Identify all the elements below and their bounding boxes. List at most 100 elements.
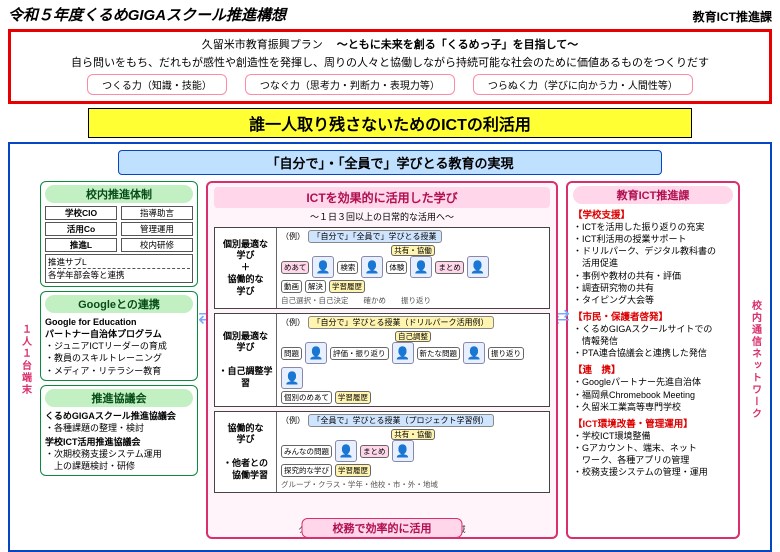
example-badge: （例） (281, 416, 305, 425)
person-icon: 👤 (392, 342, 414, 364)
list-item: 上の課題検討・研修 (45, 460, 193, 472)
list-item: ・メディア・リテラシー教育 (45, 365, 193, 377)
person-icon: 👤 (467, 256, 489, 278)
list-item: ・Gアカウント、端末、ネット (573, 442, 733, 454)
org-title: 校内推進体制 (45, 185, 193, 203)
list-item: ワーク、各種アプリの管理 (573, 454, 733, 466)
org-sub-bold: 推進サブL (48, 256, 190, 269)
org-cell: 学校CIO (45, 206, 117, 220)
activity-tag: 体験 (386, 261, 407, 274)
lesson-type: 個別最適な 学び ・自己調整学習 (215, 314, 277, 406)
activity-tag: 学習履歴 (329, 280, 365, 293)
top-tag: 自己調整 (395, 331, 431, 342)
activity-tag: まとめ (435, 261, 464, 274)
list-item: ・学校ICT環境整備 (573, 430, 733, 442)
list-item: ・久留米工業高等専門学校 (573, 401, 733, 413)
center-title: ICTを効果的に活用した学び (214, 187, 550, 208)
activity-tag: まとめ (360, 445, 389, 458)
activity-tag: 学習履歴 (335, 391, 371, 404)
example-badge: （例） (281, 318, 305, 327)
center-panel: ICTを効果的に活用した学び 〜１日３回以上の日常的な活用へ〜 個別最適な 学び… (206, 181, 558, 539)
google-title: Googleとの連携 (45, 295, 193, 313)
top-tag: 共有・協働 (391, 429, 435, 440)
right-title: 教育ICT推進課 (573, 186, 733, 204)
list-item: ・各種課題の整理・検討 (45, 422, 193, 434)
person-icon: 👤 (392, 440, 414, 462)
person-icon: 👤 (305, 342, 327, 364)
activity-tag: 学習履歴 (335, 464, 371, 477)
lesson-type: 個別最適な 学び ＋ 協働的な 学び (215, 228, 277, 308)
section-label: 【学校支援】 (573, 207, 733, 221)
dept-label: 教育ICT推進課 (693, 8, 772, 25)
activity-tag: めあて (281, 261, 309, 274)
lesson-foot: 自己選択・自己決定 確かめ 振り返り (281, 295, 545, 306)
council-b: 学校ICT活用推進協議会 (45, 436, 193, 448)
activity-tag: 問題 (281, 347, 302, 360)
list-item: ・タイピング大会等 (573, 294, 733, 306)
center-sub: 〜１日３回以上の日常的な活用へ〜 (214, 210, 550, 223)
list-item: ・PTA連合協議会と連携した発信 (573, 347, 733, 359)
council-a: くるめGIGAスクール推進協議会 (45, 410, 193, 422)
plan-headline: ～ともに未来を創る「くるめっ子」を目指して～ (337, 39, 578, 51)
lesson-body: （例） 「全員で」学びとる授業（プロジェクト学習例）共有・協働みんなの問題👤まと… (277, 412, 549, 492)
activity-tag: 動画 (281, 280, 302, 293)
list-item: ・ICTを活用した振り返りの充実 (573, 221, 733, 233)
person-icon: 👤 (335, 440, 357, 462)
section-label: 【連 携】 (573, 362, 733, 376)
footer-band: 校務で効率的に活用 (302, 518, 463, 538)
right-panel: 教育ICT推進課 【学校支援】・ICTを活用した振り返りの充実・ICT利活用の授… (566, 181, 740, 539)
lesson-body: （例） 「自分で」学びとる授業（ドリルパーク活用例）自己調整問題👤評価・振り返り… (277, 314, 549, 406)
left-vert-label: １人１台端末 (18, 181, 32, 539)
list-item: ・次期校務支援システム運用 (45, 448, 193, 460)
plan-source: 久留米市教育振興プラン (202, 39, 323, 51)
activity-tag: 解決 (305, 280, 326, 293)
person-icon: 👤 (463, 342, 485, 364)
org-cell: 推進L (45, 238, 117, 252)
plan-body: 自ら問いをもち、だれもが感性や創造性を発揮し、周りの人々と協働しながら持続可能な… (17, 54, 763, 70)
activity-tag: 評価・振り返り (330, 347, 389, 360)
lesson-foot: グループ・クラス・学年・他校・市・外・地域 (281, 479, 545, 490)
list-item: ・ドリルパーク、デジタル教科書の (573, 245, 733, 257)
skill-pill: つらぬく力（学びに向かう力・人間性等） (473, 74, 693, 95)
list-item: ・校務支援システムの管理・運用 (573, 466, 733, 478)
list-item: ・Googleパートナー先進自治体 (573, 376, 733, 388)
activity-tag: 探究的な学び (281, 464, 332, 477)
council-title: 推進協議会 (45, 389, 193, 407)
list-item: ・調査研究物の共有 (573, 282, 733, 294)
council-panel: 推進協議会 くるめGIGAスクール推進協議会 ・各種課題の整理・検討 学校ICT… (40, 385, 198, 477)
list-item: ・ジュニアICTリーダーの育成 (45, 340, 193, 352)
lesson-label: 「自分で」学びとる授業（ドリルパーク活用例） (308, 316, 494, 329)
lesson-row: 個別最適な 学び ・自己調整学習 （例） 「自分で」学びとる授業（ドリルパーク活用… (214, 313, 550, 407)
org-cell: 指導助言 (121, 206, 193, 220)
person-icon: 👤 (312, 256, 334, 278)
org-cell: 活用Co (45, 222, 117, 236)
vision-box: 久留米市教育振興プラン ～ともに未来を創る「くるめっ子」を目指して～ 自ら問いを… (8, 29, 772, 104)
main-goal-band: 誰一人取り残さないためのICTの利活用 (88, 108, 692, 138)
person-icon: 👤 (361, 256, 383, 278)
list-item: ・くるめGIGAスクールサイトでの (573, 323, 733, 335)
list-item: ・教員のスキルトレーニング (45, 352, 193, 364)
example-badge: （例） (281, 232, 305, 241)
lesson-body: （例） 「自分で」「全員で」学びとる授業共有・協働めあて👤検索👤体験👤まとめ👤動… (277, 228, 549, 308)
right-vert-label: 校内通信ネットワーク (748, 181, 762, 539)
activity-tag: みんなの問題 (281, 445, 332, 458)
lesson-row: 協働的な 学び ・他者との 協働学習（例） 「全員で」学びとる授業（プロジェクト… (214, 411, 550, 493)
activity-tag: 検索 (337, 261, 358, 274)
lesson-label: 「全員で」学びとる授業（プロジェクト学習例） (308, 414, 494, 427)
list-item: 情報発信 (573, 335, 733, 347)
google-lead: Google for Education パートナー自治体プログラム (45, 316, 193, 340)
activity-tag: 振り返り (488, 347, 524, 360)
activity-tag: 新たな問題 (417, 347, 461, 360)
person-icon: 👤 (410, 256, 432, 278)
top-tag: 共有・協働 (391, 245, 435, 256)
org-cell: 校内研修 (121, 238, 193, 252)
list-item: ・ICT利活用の授業サポート (573, 233, 733, 245)
section-label: 【ICT環境改善・管理運用】 (573, 416, 733, 430)
list-item: ・福岡県Chromebook Meeting (573, 389, 733, 401)
list-item: ・事例や教材の共有・評価 (573, 270, 733, 282)
google-panel: Googleとの連携 Google for Education パートナー自治体… (40, 291, 198, 381)
page-title: 令和５年度くるめGIGAスクール推進構想 (8, 4, 286, 25)
skill-pill: つくる力（知識・技能） (87, 74, 227, 95)
lesson-label: 「自分で」「全員で」学びとる授業 (308, 230, 442, 243)
org-panel: 校内推進体制 学校CIO指導助言活用Co管理運用推進L校内研修 推進サブL 各学… (40, 181, 198, 287)
